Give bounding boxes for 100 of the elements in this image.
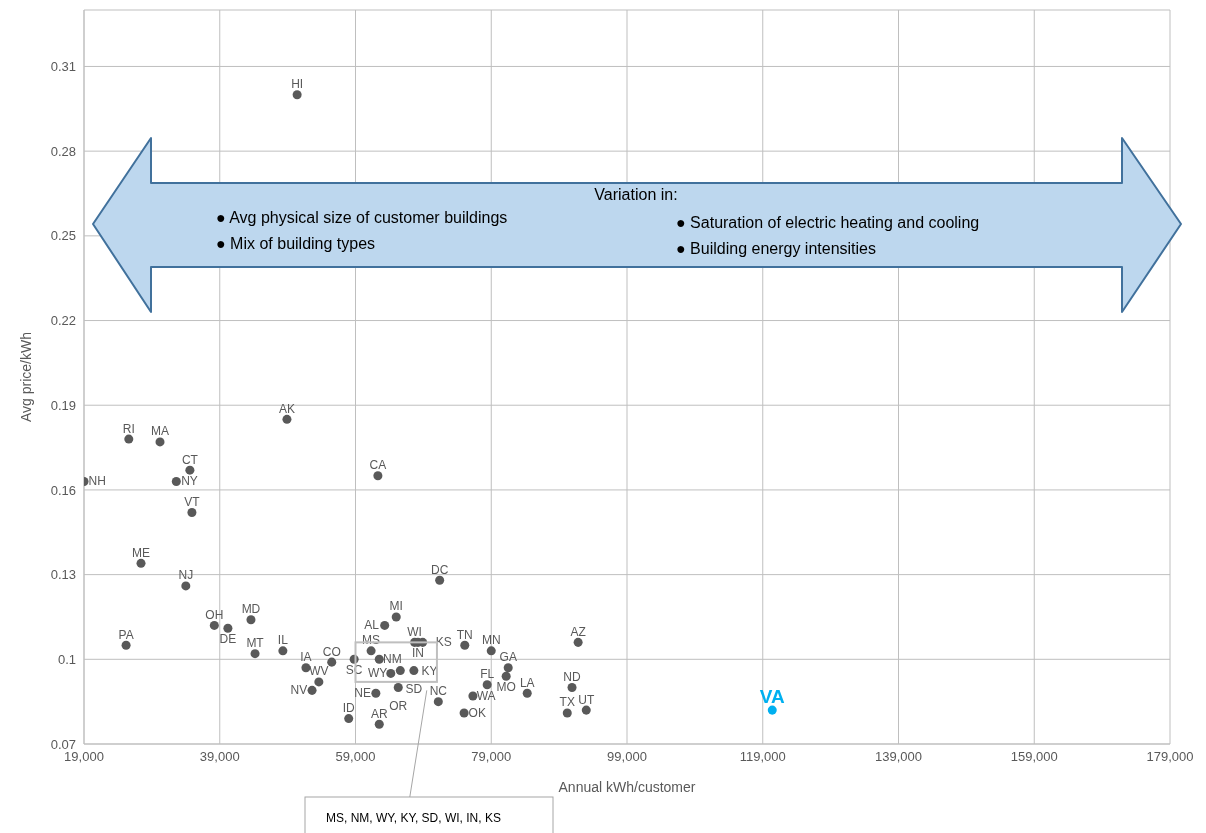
annotation: ● Saturation of electric heating and cooling bbox=[676, 214, 980, 231]
data-label: GA bbox=[499, 650, 517, 665]
data-label: NE bbox=[354, 686, 372, 701]
x-tick-label: 159,000 bbox=[1010, 749, 1058, 765]
x-tick-label: 119,000 bbox=[739, 749, 786, 765]
data-label: KY bbox=[421, 663, 438, 678]
annotation: ● Mix of building types bbox=[216, 235, 376, 252]
point bbox=[374, 719, 384, 729]
x-tick-label: 139,000 bbox=[875, 749, 922, 765]
x-tick-label: 79,000 bbox=[471, 749, 512, 765]
data-label: TN bbox=[456, 627, 473, 642]
point bbox=[373, 471, 383, 481]
data-label: WI bbox=[407, 624, 422, 639]
point bbox=[380, 620, 390, 630]
point bbox=[124, 434, 134, 444]
point bbox=[246, 615, 256, 625]
data-label: NY bbox=[181, 474, 198, 489]
x-tick-label: 179,000 bbox=[1146, 749, 1194, 765]
y-tick-label: 0.25 bbox=[50, 228, 76, 244]
data-label: TX bbox=[559, 695, 575, 710]
y-tick-label: 0.22 bbox=[50, 313, 76, 329]
data-label: AK bbox=[278, 401, 295, 416]
data-label: DE bbox=[219, 631, 237, 646]
data-label: NJ bbox=[178, 568, 194, 583]
annotation: Variation in: bbox=[594, 186, 678, 203]
point bbox=[409, 666, 419, 676]
point bbox=[503, 663, 513, 673]
data-label: NV bbox=[290, 683, 308, 698]
data-label: UT bbox=[578, 692, 595, 707]
data-label: CA bbox=[369, 458, 387, 473]
data-label: WV bbox=[309, 664, 329, 679]
data-label: WA bbox=[476, 689, 496, 704]
point bbox=[187, 508, 197, 518]
point bbox=[371, 688, 381, 698]
point bbox=[393, 683, 403, 693]
y-tick-label: 0.28 bbox=[50, 143, 76, 159]
data-label: OR bbox=[389, 699, 408, 714]
y-tick-label: 0.16 bbox=[50, 482, 76, 498]
annotation: ● Avg physical size of customer buildings bbox=[216, 209, 508, 226]
point bbox=[395, 666, 405, 676]
point bbox=[181, 581, 191, 591]
point bbox=[282, 414, 292, 424]
point bbox=[567, 683, 577, 693]
point bbox=[391, 612, 401, 622]
y-tick-label: 0.19 bbox=[50, 397, 76, 413]
point bbox=[435, 575, 445, 585]
data-label: DC bbox=[430, 562, 449, 577]
data-label: IN bbox=[411, 645, 424, 660]
data-label: ME bbox=[132, 545, 151, 560]
data-label: MA bbox=[151, 424, 170, 439]
data-label: AZ bbox=[570, 624, 586, 639]
point bbox=[185, 465, 195, 475]
point bbox=[482, 680, 492, 690]
point bbox=[433, 697, 443, 707]
data-label: NC bbox=[429, 684, 448, 699]
point bbox=[460, 640, 470, 650]
x-tick-label: 99,000 bbox=[607, 749, 647, 765]
point bbox=[486, 646, 496, 656]
data-label: OH bbox=[205, 607, 224, 622]
data-label: HI bbox=[291, 77, 304, 92]
data-label: KS bbox=[435, 635, 452, 650]
point bbox=[767, 705, 777, 715]
data-label: PA bbox=[118, 627, 134, 642]
data-label: MN bbox=[481, 633, 501, 648]
text: MS, NM, WY, KY, SD, WI, IN, KS bbox=[326, 811, 501, 825]
data-label: MD bbox=[241, 602, 261, 617]
data-label: SD bbox=[405, 682, 423, 697]
y-tick-label: 0.1 bbox=[57, 651, 76, 667]
point bbox=[136, 558, 146, 568]
point bbox=[562, 708, 572, 718]
point bbox=[327, 657, 337, 667]
point bbox=[307, 685, 317, 695]
data-label: NM bbox=[383, 652, 402, 667]
x-tick-label: 59,000 bbox=[335, 749, 376, 765]
point bbox=[366, 646, 376, 656]
point bbox=[573, 637, 583, 647]
point bbox=[522, 688, 532, 698]
data-label: AR bbox=[370, 706, 388, 721]
data-label: RI bbox=[122, 421, 135, 436]
y-tick-label: 0.07 bbox=[50, 736, 76, 752]
y-tick-label: 0.13 bbox=[50, 567, 76, 583]
data-label: FL bbox=[480, 667, 495, 682]
point bbox=[459, 708, 469, 718]
data-label: NH bbox=[88, 474, 106, 489]
point bbox=[374, 654, 384, 664]
point bbox=[209, 620, 219, 630]
point bbox=[155, 437, 165, 447]
x-axis-title: Annual kWh/customer bbox=[558, 779, 696, 795]
point bbox=[171, 476, 181, 486]
data-label: LA bbox=[519, 675, 535, 690]
data-label: VA bbox=[759, 685, 786, 707]
point bbox=[581, 705, 591, 715]
point bbox=[314, 677, 324, 687]
point bbox=[250, 649, 260, 659]
data-label: ID bbox=[342, 701, 356, 716]
data-label: CT bbox=[181, 452, 199, 467]
point bbox=[223, 623, 233, 633]
point bbox=[386, 668, 396, 678]
point bbox=[292, 90, 302, 100]
data-label: AL bbox=[364, 618, 380, 633]
